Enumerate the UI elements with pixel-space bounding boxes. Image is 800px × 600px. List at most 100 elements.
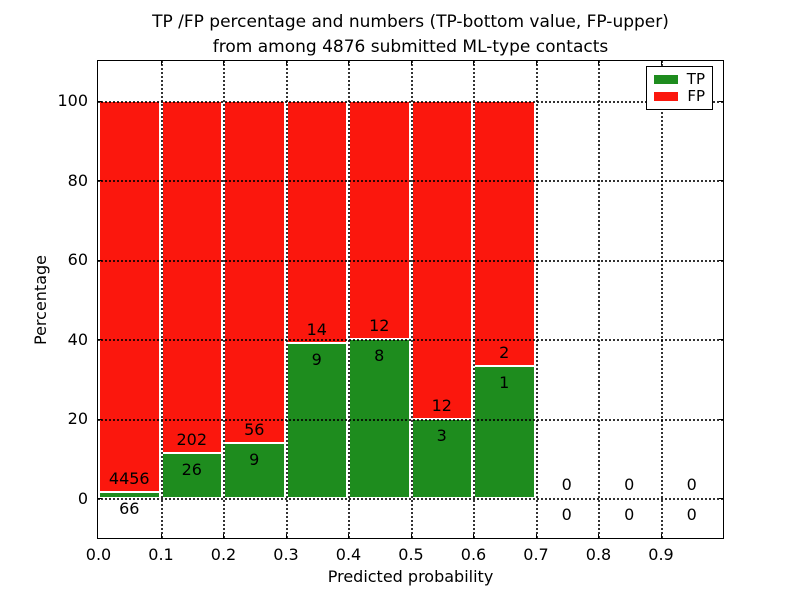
bar-label-tp-count: 26 (181, 459, 202, 479)
gridline-horizontal (98, 498, 723, 501)
x-tick-label: 0.5 (398, 545, 424, 564)
x-tick-mark (473, 61, 474, 65)
y-tick-mark (98, 259, 102, 261)
gridline-horizontal (98, 418, 723, 421)
x-tick-mark (535, 61, 537, 65)
x-tick-mark (348, 534, 349, 538)
y-axis-label: Percentage (31, 254, 50, 345)
bar-label-fp-count: 0 (624, 475, 635, 495)
y-tick-mark (98, 100, 102, 102)
gridline-vertical (660, 61, 663, 538)
bar-label-tp-count: 0 (561, 505, 572, 525)
legend-item-tp: TP (654, 69, 705, 88)
x-tick-mark (660, 61, 662, 65)
legend-label-fp: FP (687, 87, 705, 106)
bar-label-fp-count: 56 (244, 420, 265, 440)
x-tick-mark (535, 534, 537, 538)
x-tick-label: 0.9 (648, 545, 674, 564)
gridline-vertical (473, 61, 475, 538)
x-tick-mark (223, 534, 224, 538)
bar-label-fp-count: 12 (431, 395, 452, 415)
x-tick-label: 0.1 (148, 545, 174, 564)
chart-title-line1: TP /FP percentage and numbers (TP-bottom… (152, 12, 669, 32)
y-tick-label: 20 (67, 409, 88, 429)
legend-item-fp: FP (654, 89, 705, 104)
y-tick-mark (719, 259, 723, 261)
x-tick-label: 0.6 (460, 545, 487, 564)
bar-label-fp-count: 2 (499, 342, 510, 362)
y-tick-mark (98, 418, 102, 420)
x-tick-mark (348, 61, 349, 65)
y-tick-label: 100 (57, 91, 88, 111)
bar-fp-segment (99, 100, 160, 493)
x-tick-mark (410, 61, 412, 65)
gridline-vertical (160, 61, 163, 538)
bar-label-fp-count: 4456 (108, 469, 150, 489)
x-tick-mark (598, 61, 599, 65)
x-tick-mark (285, 61, 287, 65)
bar-tp-segment (224, 443, 285, 499)
bar-label-tp-count: 0 (686, 505, 697, 525)
x-tick-label: 0.7 (523, 545, 549, 564)
plot-area: TP FP 4456 66 202 26 56 9 14 9 12 8 12 3 2 1 0 0 0 0 0 0 (97, 60, 724, 539)
bar-label-fp-count: 0 (561, 475, 572, 495)
gridline-vertical (535, 61, 538, 538)
y-tick-label: 80 (67, 170, 88, 190)
legend: TP FP (646, 66, 713, 110)
legend-swatch-tp-icon (654, 74, 678, 84)
bar-label-tp-count: 9 (249, 450, 260, 470)
x-tick-label: 0.2 (210, 545, 237, 564)
chart-title: TP /FP percentage and numbers (TP-bottom… (97, 10, 724, 60)
y-tick-mark (719, 498, 723, 500)
x-tick-mark (660, 534, 662, 538)
chart-title-line2: from among 4876 submitted ML-type contac… (212, 37, 609, 57)
y-tick-mark (98, 180, 102, 182)
bar-label-tp-count: 8 (374, 346, 385, 366)
bar-label-fp-count: 12 (369, 316, 390, 336)
y-tick-mark (719, 180, 723, 182)
bar-fp-segment (224, 100, 285, 444)
gridline-vertical (410, 61, 413, 538)
y-tick-mark (719, 339, 723, 341)
bar-label-tp-count: 0 (624, 505, 635, 525)
x-tick-mark (160, 61, 162, 65)
bar-label-fp-count: 0 (686, 475, 697, 495)
gridline-vertical (285, 61, 288, 538)
gridline-horizontal (98, 180, 723, 183)
bar-label-tp-count: 9 (311, 349, 322, 369)
bar-label-tp-count: 3 (436, 425, 447, 445)
bar-fp-segment (161, 100, 222, 453)
y-tick-mark (98, 339, 102, 341)
bar-label-fp-count: 14 (306, 319, 327, 339)
gridline-vertical (598, 61, 600, 538)
bar-label-tp-count: 66 (119, 499, 140, 519)
x-tick-mark (410, 534, 412, 538)
bar-tp-segment (99, 492, 160, 499)
x-tick-label: 0.8 (585, 545, 612, 564)
gridline-vertical (348, 61, 350, 538)
x-tick-mark (223, 61, 224, 65)
x-axis-label: Predicted probability (327, 567, 494, 586)
x-tick-mark (473, 534, 474, 538)
gridline-horizontal (98, 100, 723, 103)
x-tick-mark (285, 534, 287, 538)
x-tick-mark (160, 534, 162, 538)
bar-label-tp-count: 1 (499, 372, 510, 392)
x-tick-mark (598, 534, 599, 538)
y-tick-label: 60 (67, 250, 88, 270)
y-tick-label: 40 (67, 329, 88, 349)
y-tick-mark (719, 100, 723, 102)
bar-fp-segment (286, 100, 347, 343)
y-tick-mark (98, 498, 102, 500)
y-tick-mark (719, 418, 723, 420)
gridline-vertical (223, 61, 225, 538)
gridline-horizontal (98, 259, 723, 262)
bar-fp-segment (474, 100, 535, 366)
legend-swatch-fp-icon (654, 92, 679, 102)
y-tick-label: 0 (77, 488, 88, 508)
legend-label-tp: TP (686, 69, 705, 88)
bar-label-fp-count: 202 (176, 429, 208, 449)
x-tick-label: 0.0 (85, 545, 112, 564)
bar-fp-segment (349, 100, 410, 340)
